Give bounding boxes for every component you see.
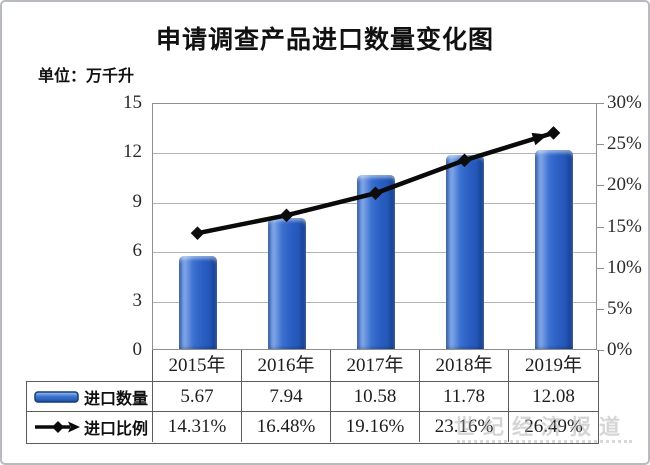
table-value-cell: 7.94 <box>242 382 331 411</box>
bar-2019年 <box>534 150 573 349</box>
right-axis-tick-label: 25% <box>607 133 642 155</box>
legend-cell-ratio: 进口比例 <box>27 412 153 442</box>
table-value-cell: 26.49% <box>524 416 583 437</box>
diamond-marker-2017年 <box>368 186 383 201</box>
diamond-marker-2018年 <box>457 153 472 168</box>
left-axis-tick-label: 9 <box>132 190 143 212</box>
x-axis-label: 2015年 <box>153 350 242 381</box>
table-value-cell: 10.58 <box>331 382 420 411</box>
table-value-cell: 12.08 <box>532 386 575 407</box>
grid-line <box>153 153 596 155</box>
table-value-cell: 5.67 <box>153 382 242 411</box>
right-axis-tick <box>597 103 604 104</box>
right-axis-tick <box>597 226 604 228</box>
right-axis-tick-label: 10% <box>607 256 642 278</box>
table-row: 进口数量 5.67 7.94 10.58 11.78 12.08 <box>27 382 598 412</box>
bar-2018年 <box>445 155 484 349</box>
legend-label-ratio: 进口比例 <box>84 421 149 438</box>
right-axis-tick-label: 30% <box>607 92 642 113</box>
line-legend-icon <box>35 421 80 433</box>
right-axis-tick-label: 15% <box>607 215 642 237</box>
right-axis-tick-label: 5% <box>607 297 633 319</box>
chart-title: 申请调查产品进口数量变化图 <box>155 26 494 54</box>
right-axis-tick-label: 0% <box>607 339 633 360</box>
right-axis-tick <box>597 350 604 351</box>
x-axis-row: 2015年 2016年 2017年 2018年 2019年 <box>152 350 599 381</box>
bar-2015年 <box>178 255 217 349</box>
table-value-cell: 14.31% <box>153 412 242 442</box>
left-axis-tick-label: 0 <box>132 339 143 360</box>
plot-area <box>152 103 597 350</box>
right-axis-tick-label: 20% <box>607 174 642 196</box>
left-axis-tick-label: 6 <box>132 240 143 262</box>
diamond-marker-2019年 <box>546 126 561 140</box>
x-axis-label: 2017年 <box>331 350 420 381</box>
x-axis-label: 2019年 <box>524 355 582 376</box>
x-axis-label: 2016年 <box>242 350 331 381</box>
right-axis-tick <box>597 308 604 310</box>
unit-label: 单位：万千升 <box>38 68 135 85</box>
diamond-marker-2015年 <box>190 226 205 240</box>
bar-2017年 <box>356 174 395 349</box>
right-axis-tick <box>597 267 604 269</box>
left-axis-tick-label: 12 <box>123 141 142 163</box>
table-row: 进口比例 14.31% 16.48% 19.16% 23.16% 26.49% <box>27 412 598 442</box>
right-axis-tick <box>597 185 604 187</box>
table-value-cell: 11.78 <box>420 382 509 411</box>
left-axis-tick-label: 3 <box>132 289 143 311</box>
ratio-line-series <box>190 126 561 240</box>
table-value-cell: 19.16% <box>331 412 420 442</box>
data-table: 进口数量 5.67 7.94 10.58 11.78 12.08 进口比例 14.31%… <box>26 381 599 444</box>
bar-legend-icon <box>34 390 79 403</box>
diamond-marker-2016年 <box>279 208 294 223</box>
bar-2016年 <box>267 218 306 349</box>
line-arrowhead <box>531 132 548 146</box>
legend-label-imports: 进口数量 <box>84 390 149 408</box>
right-axis-tick <box>597 144 604 146</box>
legend-cell-imports: 进口数量 <box>27 382 153 411</box>
x-axis-label: 2018年 <box>420 350 509 381</box>
left-axis-tick-label: 15 <box>123 92 142 113</box>
value-cells-ratio: 14.31% 16.48% 19.16% 23.16% 26.49% <box>153 412 598 442</box>
value-cells-imports: 5.67 7.94 10.58 11.78 12.08 <box>153 382 598 411</box>
table-value-cell: 23.16% <box>420 412 509 442</box>
table-value-cell: 16.48% <box>242 412 331 442</box>
